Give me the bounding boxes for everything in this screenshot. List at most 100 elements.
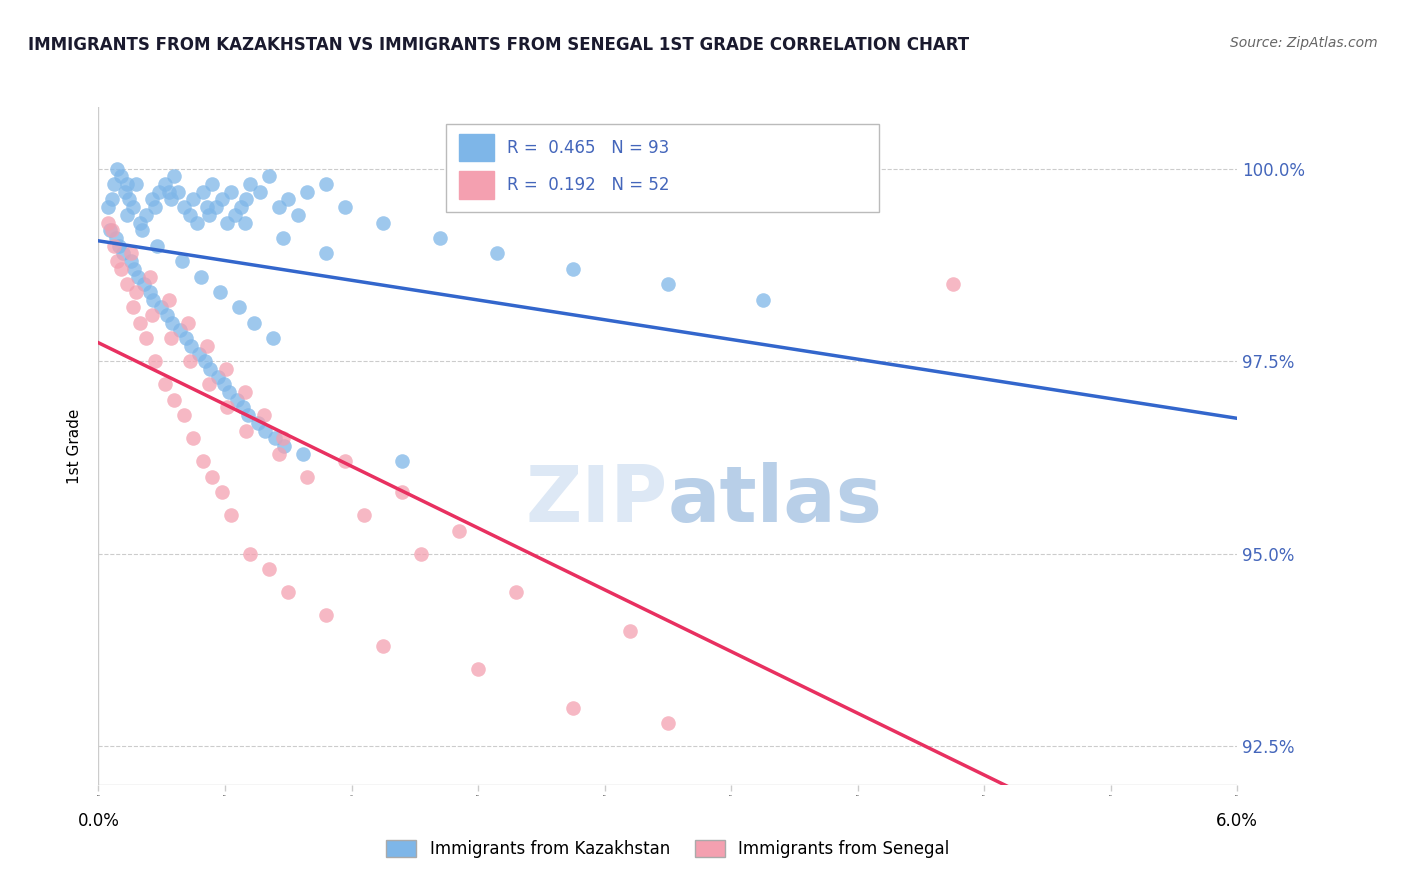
Point <box>391 454 413 468</box>
Point <box>212 377 235 392</box>
Point <box>104 231 127 245</box>
Point <box>486 246 509 260</box>
Point <box>191 185 214 199</box>
Point <box>135 208 157 222</box>
Point <box>108 238 131 252</box>
Point <box>252 408 274 422</box>
Point <box>239 177 262 191</box>
Point <box>254 424 277 438</box>
Point <box>124 261 146 276</box>
Point <box>125 285 148 299</box>
Point <box>287 208 309 222</box>
Point <box>277 193 299 207</box>
Point <box>183 431 205 445</box>
Point <box>229 200 252 214</box>
Point <box>467 662 489 676</box>
Text: 0.0%: 0.0% <box>77 812 120 830</box>
Point <box>217 401 239 415</box>
Point <box>112 246 135 260</box>
Point <box>371 216 394 230</box>
Point <box>138 285 160 299</box>
Point <box>190 269 212 284</box>
Point <box>162 316 184 330</box>
Point <box>233 216 256 230</box>
Point <box>429 231 451 245</box>
FancyBboxPatch shape <box>446 124 879 212</box>
Point <box>186 216 208 230</box>
Point <box>233 385 256 400</box>
Point <box>201 177 224 191</box>
Point <box>259 169 281 184</box>
Point <box>371 640 394 654</box>
Point <box>243 316 266 330</box>
Point <box>115 177 138 191</box>
Y-axis label: 1st Grade: 1st Grade <box>67 409 83 483</box>
Point <box>194 354 217 368</box>
Point <box>115 208 138 222</box>
Point <box>167 185 190 199</box>
Point <box>159 331 181 345</box>
Point <box>271 431 294 445</box>
Point <box>315 608 337 623</box>
Point <box>129 316 152 330</box>
Point <box>262 331 284 345</box>
Point <box>411 547 433 561</box>
Text: 6.0%: 6.0% <box>1216 812 1258 830</box>
Point <box>183 193 205 207</box>
Point <box>120 254 142 268</box>
Point <box>207 369 229 384</box>
Point <box>100 223 122 237</box>
Point <box>200 362 222 376</box>
Point <box>132 277 155 292</box>
Point <box>224 208 246 222</box>
Bar <box>460 171 494 199</box>
Point <box>335 200 357 214</box>
Point <box>228 301 250 315</box>
Point <box>173 408 195 422</box>
Point <box>211 193 233 207</box>
Point <box>226 392 249 407</box>
Point <box>163 392 186 407</box>
Point <box>159 193 181 207</box>
Point <box>391 485 413 500</box>
Point <box>267 200 290 214</box>
Point <box>145 354 166 368</box>
Point <box>195 200 218 214</box>
Point <box>188 346 211 360</box>
Point <box>142 293 165 307</box>
Point <box>246 416 269 430</box>
Point <box>110 169 132 184</box>
Text: R =  0.465   N = 93: R = 0.465 N = 93 <box>508 139 669 157</box>
Point <box>214 362 236 376</box>
Bar <box>460 134 494 161</box>
Point <box>103 177 125 191</box>
Point <box>315 246 337 260</box>
Point <box>201 470 224 484</box>
Point <box>267 447 290 461</box>
Text: Source: ZipAtlas.com: Source: ZipAtlas.com <box>1230 36 1378 50</box>
Text: ZIP: ZIP <box>526 462 668 538</box>
Point <box>120 246 142 260</box>
Point <box>169 323 191 337</box>
Point <box>197 208 219 222</box>
Point <box>98 223 121 237</box>
Point <box>150 301 173 315</box>
Point <box>277 585 299 599</box>
Point <box>97 200 120 214</box>
Point <box>205 200 228 214</box>
Point <box>153 377 176 392</box>
Point <box>219 508 243 523</box>
Text: R =  0.192   N = 52: R = 0.192 N = 52 <box>508 176 669 194</box>
Legend: Immigrants from Kazakhstan, Immigrants from Senegal: Immigrants from Kazakhstan, Immigrants f… <box>380 833 956 864</box>
Point <box>180 339 202 353</box>
Point <box>127 269 149 284</box>
Point <box>163 169 186 184</box>
Point <box>131 223 153 237</box>
Point <box>107 254 129 268</box>
Point <box>335 454 357 468</box>
Point <box>141 308 163 322</box>
Point <box>191 454 214 468</box>
Point <box>292 447 315 461</box>
Point <box>217 216 239 230</box>
Point <box>235 424 257 438</box>
